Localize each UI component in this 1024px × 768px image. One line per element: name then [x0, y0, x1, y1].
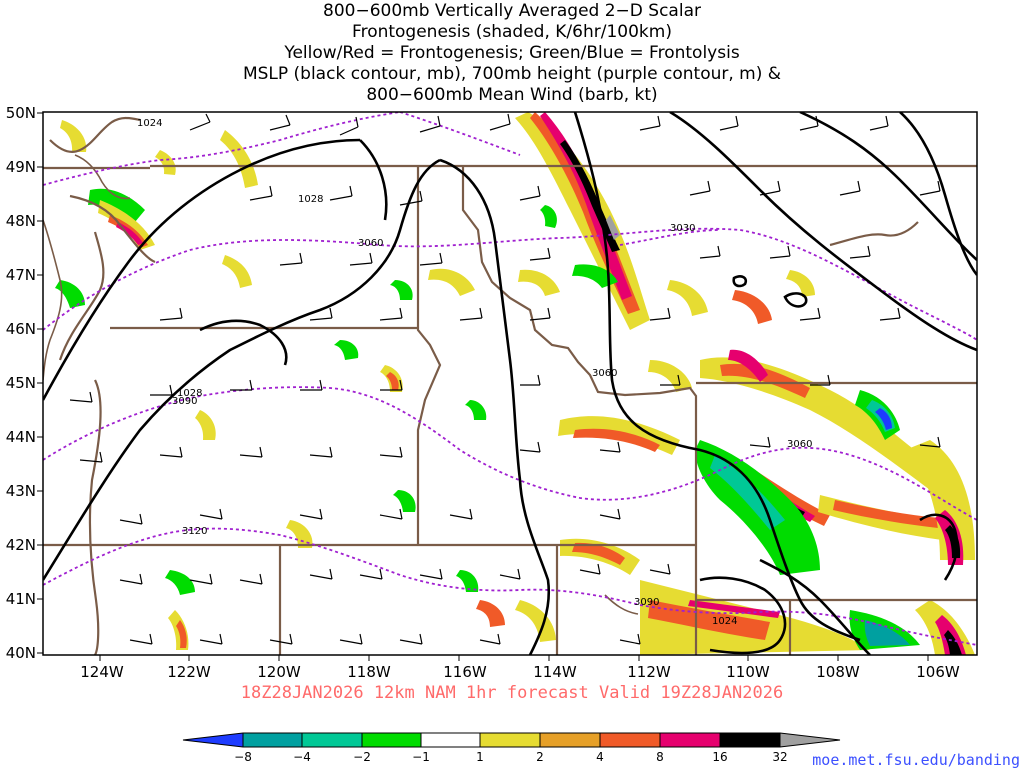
title-line-5: 800−600mb Mean Wind (barb, kt) [366, 85, 657, 105]
colorbar-label: −2 [353, 750, 371, 764]
latitude-axis [37, 112, 43, 654]
lon-tick-label: 106W [916, 663, 960, 681]
state-boundaries [43, 116, 977, 655]
lat-tick-label: 50N [6, 104, 36, 122]
colorbar-label: 32 [772, 750, 787, 764]
lat-tick-label: 41N [6, 590, 36, 608]
colorbar-swatch [600, 733, 660, 747]
contour-label: 1024 [137, 118, 162, 129]
contour-label: 3120 [182, 526, 207, 537]
contour-label: 3060 [358, 238, 383, 249]
colorbar-label: 2 [536, 750, 544, 764]
lon-tick-label: 116W [443, 663, 487, 681]
colorbar-swatch [660, 733, 720, 747]
lat-tick-label: 43N [6, 482, 36, 500]
colorbar-swatch [243, 733, 302, 747]
latitude-labels: 50N 49N 48N 47N 46N 45N 44N 43N 42N 41N … [6, 104, 36, 662]
colorbar-label: −1 [412, 750, 430, 764]
colorbar-label: 8 [656, 750, 664, 764]
map-title: 800−600mb Vertically Averaged 2−D Scalar… [243, 1, 781, 105]
lat-tick-label: 42N [6, 536, 36, 554]
contour-label: 3060 [592, 368, 617, 379]
wind-barbs [69, 113, 941, 645]
lon-tick-label: 112W [627, 663, 671, 681]
colorbar: −8 −4 −2 −1 1 2 4 8 16 32 [182, 732, 841, 764]
lat-tick-label: 40N [6, 644, 36, 662]
colorbar-swatch [720, 733, 780, 747]
lon-tick-label: 108W [816, 663, 860, 681]
longitude-axis [99, 655, 929, 661]
contour-label: 3090 [172, 396, 197, 407]
lat-tick-label: 48N [6, 212, 36, 230]
colorbar-swatch [362, 733, 421, 747]
colorbar-swatch [421, 733, 480, 747]
lon-tick-label: 124W [80, 663, 124, 681]
colorbar-label: 4 [596, 750, 604, 764]
lon-tick-label: 118W [347, 663, 391, 681]
forecast-valid-text: 18Z28JAN2026 12km NAM 1hr forecast Valid… [241, 683, 783, 703]
title-line-3: Yellow/Red = Frontogenesis; Green/Blue =… [283, 43, 740, 63]
lon-tick-label: 122W [167, 663, 211, 681]
contour-label: 3090 [634, 597, 659, 608]
lat-tick-label: 49N [6, 158, 36, 176]
source-credit-link[interactable]: moe.met.fsu.edu/banding [812, 751, 1020, 768]
title-line-2: Frontogenesis (shaded, K/6hr/100km) [352, 22, 672, 42]
colorbar-label: 1 [476, 750, 484, 764]
colorbar-label: 16 [712, 750, 727, 764]
map-plot-area: 1024 1028 3060 3030 3060 1028 3090 3060 … [43, 112, 977, 655]
colorbar-swatch [540, 733, 600, 747]
colorbar-swatch [480, 733, 540, 747]
lat-tick-label: 47N [6, 266, 36, 284]
colorbar-right-arrow [780, 733, 840, 747]
colorbar-label: −4 [293, 750, 311, 764]
title-line-1: 800−600mb Vertically Averaged 2−D Scalar [323, 1, 701, 21]
mslp-contours [43, 112, 977, 655]
contour-label: 1028 [298, 194, 323, 205]
contour-label: 3030 [670, 223, 695, 234]
colorbar-swatch [302, 733, 362, 747]
contour-label: 1024 [712, 616, 737, 627]
lat-tick-label: 45N [6, 374, 36, 392]
colorbar-left-arrow [183, 733, 243, 747]
lon-tick-label: 110W [726, 663, 770, 681]
longitude-labels: 124W 122W 120W 118W 116W 114W 112W 110W … [80, 663, 960, 681]
contour-labels: 1024 1028 3060 3030 3060 1028 3090 3060 … [137, 118, 812, 627]
lon-tick-label: 120W [257, 663, 301, 681]
lat-tick-label: 44N [6, 428, 36, 446]
title-line-4: MSLP (black contour, mb), 700mb height (… [243, 64, 781, 84]
contour-label: 1028 [177, 388, 202, 399]
colorbar-label: −8 [234, 750, 252, 764]
lon-tick-label: 114W [533, 663, 577, 681]
lat-tick-label: 46N [6, 320, 36, 338]
contour-label: 3060 [787, 439, 812, 450]
